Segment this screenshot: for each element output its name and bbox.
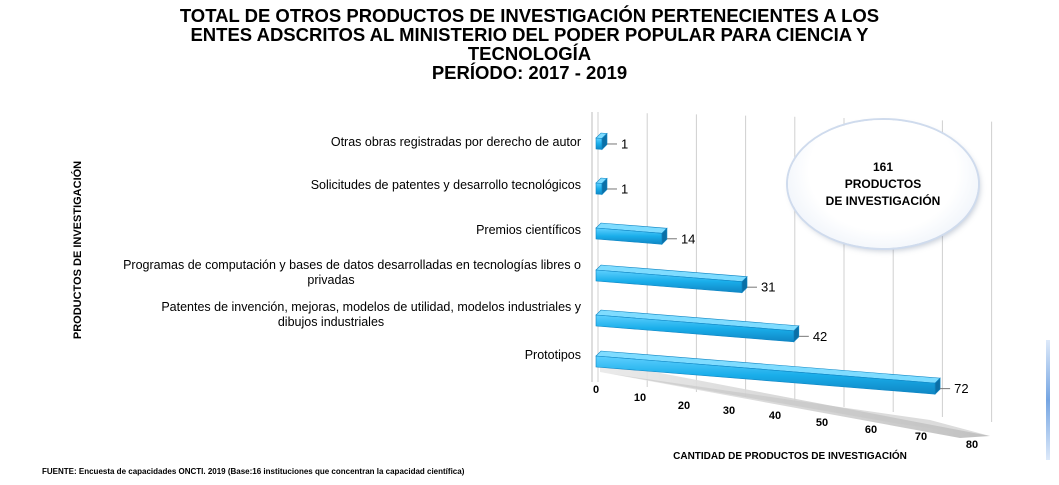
data-label: 42 xyxy=(813,329,827,344)
title-line: ENTES ADSCRITOS AL MINISTERIO DEL PODER … xyxy=(190,24,869,45)
category-label-line: Programas de computación y bases de dato… xyxy=(123,258,581,272)
category-label-line: Patentes de invención, mejoras, modelos … xyxy=(161,300,581,314)
x-tick-label: 80 xyxy=(966,439,978,451)
x-axis-label: CANTIDAD DE PRODUCTOS DE INVESTIGACIÓN xyxy=(673,451,907,462)
x-tick-label: 40 xyxy=(769,410,781,422)
category-label: Solicitudes de patentes y desarrollo tec… xyxy=(81,178,581,193)
category-label-line: Otras obras registradas por derecho de a… xyxy=(330,135,581,149)
data-label: 14 xyxy=(681,231,695,246)
category-label: Otras obras registradas por derecho de a… xyxy=(81,135,581,150)
category-label-line: dibujos industriales xyxy=(277,315,385,329)
category-label-line: Premios científicos xyxy=(476,223,581,237)
total-line1: PRODUCTOS xyxy=(844,176,922,191)
decorative-stripe xyxy=(1046,340,1050,460)
total-products-callout: 161 PRODUCTOS DE INVESTIGACIÓN xyxy=(788,120,978,248)
category-label: Patentes de invención, mejoras, modelos … xyxy=(81,300,581,330)
title-line: TOTAL DE OTROS PRODUCTOS DE INVESTIGACIÓ… xyxy=(179,5,880,26)
x-tick-label: 10 xyxy=(634,392,646,404)
title-line: TECNOLOGÍA xyxy=(467,43,592,64)
data-label: 1 xyxy=(621,136,628,151)
category-label-line: Solicitudes de patentes y desarrollo tec… xyxy=(310,178,581,192)
data-label: 31 xyxy=(761,280,775,295)
source-note: FUENTE: Encuesta de capacidades ONCTI. 2… xyxy=(42,467,465,476)
category-label-line: privadas xyxy=(307,273,355,287)
data-label: 1 xyxy=(621,181,628,196)
category-label-line: Prototipos xyxy=(524,348,581,362)
chart-title: TOTAL DE OTROS PRODUCTOS DE INVESTIGACIÓ… xyxy=(0,6,1059,82)
bar xyxy=(595,137,603,150)
x-tick-label: 50 xyxy=(816,417,828,429)
bar xyxy=(595,182,603,195)
category-label: Premios científicos xyxy=(81,223,581,238)
data-label: 72 xyxy=(954,381,968,396)
x-tick-label: 20 xyxy=(678,400,690,412)
title-period: PERÍODO: 2017 - 2019 xyxy=(431,62,628,83)
x-tick-label: 70 xyxy=(915,431,927,443)
x-tick-label: 60 xyxy=(865,424,877,436)
category-label: Programas de computación y bases de dato… xyxy=(81,258,581,288)
total-value: 161 xyxy=(872,159,894,174)
category-label: Prototipos xyxy=(81,348,581,363)
chart-floor-shadow xyxy=(612,374,990,436)
x-tick-label: 30 xyxy=(723,405,735,417)
total-line2: DE INVESTIGACIÓN xyxy=(825,193,941,208)
x-tick-label: 0 xyxy=(593,384,599,396)
